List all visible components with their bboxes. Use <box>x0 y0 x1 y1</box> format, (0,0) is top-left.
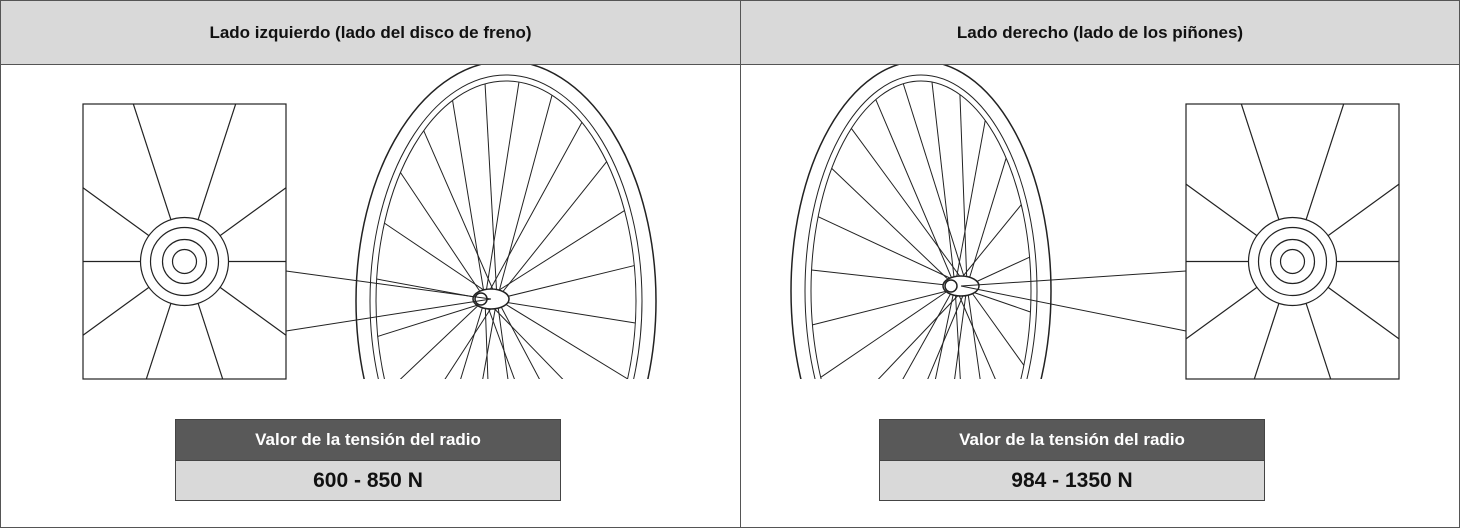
rim-inner <box>811 81 1031 395</box>
spec-table: Lado izquierdo (lado del disco de freno)… <box>0 0 1460 528</box>
inset-hub <box>173 250 197 274</box>
rim-inner <box>376 81 636 395</box>
spec-value: 984 - 1350 N <box>880 460 1264 500</box>
spoke <box>485 84 497 299</box>
wheel <box>791 65 1051 395</box>
spec-value: 600 - 850 N <box>176 460 560 500</box>
right-column: Lado derecho (lado de los piñones) Valor… <box>741 1 1459 527</box>
inset-hub <box>1281 250 1305 274</box>
rim <box>356 65 656 395</box>
spec-label: Valor de la tensión del radio <box>880 420 1264 460</box>
wheel-illustration <box>1 65 740 395</box>
spoke <box>821 286 955 377</box>
spoke <box>400 173 485 299</box>
spoke <box>497 266 634 299</box>
spoke <box>967 286 1024 365</box>
spoke <box>876 100 955 286</box>
spoke <box>497 95 552 299</box>
spoke <box>453 100 485 299</box>
wheel-illustration <box>741 65 1459 395</box>
spoke <box>812 270 955 286</box>
spoke <box>485 211 625 299</box>
rim <box>791 65 1051 395</box>
spoke <box>967 158 1006 286</box>
spec-label: Valor de la tensión del radio <box>176 420 560 460</box>
hub-end <box>475 293 487 305</box>
column-header: Lado izquierdo (lado del disco de freno) <box>1 1 740 65</box>
spoke <box>485 299 493 395</box>
spoke <box>955 121 985 286</box>
wheel <box>356 65 656 395</box>
left-column: Lado izquierdo (lado del disco de freno)… <box>1 1 741 527</box>
leader-line <box>286 299 491 331</box>
spec-box: Valor de la tensión del radio 984 - 1350… <box>879 419 1265 501</box>
leader-line <box>286 271 491 299</box>
spoke <box>939 286 967 395</box>
hub-end <box>945 280 957 292</box>
spoke <box>497 162 607 299</box>
spoke <box>851 128 967 286</box>
spoke <box>857 286 955 395</box>
spoke <box>932 82 955 286</box>
spoke <box>430 299 485 395</box>
spec-box: Valor de la tensión del radio 600 - 850 … <box>175 419 561 501</box>
spoke <box>910 286 955 395</box>
spoke <box>960 95 967 286</box>
rim-inner <box>370 75 642 395</box>
column-header: Lado derecho (lado de los piñones) <box>741 1 1459 65</box>
spoke <box>485 82 519 299</box>
